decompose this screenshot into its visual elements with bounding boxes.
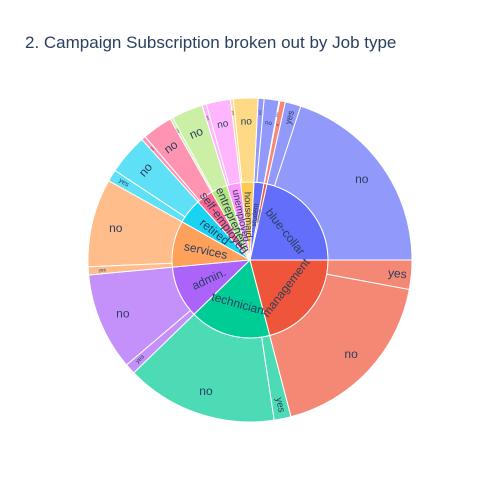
label-unknown-yes: yes xyxy=(274,111,279,117)
label-student-yes: yes xyxy=(258,109,262,115)
label-student-no: no xyxy=(265,119,273,127)
label-services-yes: yes xyxy=(99,267,107,273)
slice-blue-collar-no[interactable] xyxy=(273,105,413,261)
label-unknown: unknown xyxy=(256,208,263,223)
label-admin-yes: yes xyxy=(135,354,146,365)
label-blue-collar-yes: yes xyxy=(283,109,296,126)
label-housemaid: housemaid xyxy=(243,192,255,238)
label-student: student xyxy=(250,203,261,227)
slice-management-yes[interactable] xyxy=(326,259,413,291)
label-housemaid-yes: yes xyxy=(231,110,236,116)
chart-title: 2. Campaign Subscription broken out by J… xyxy=(25,33,397,52)
label-services-no: no xyxy=(109,221,123,235)
label-unemployed-no: no xyxy=(216,118,229,131)
label-admin-no: no xyxy=(116,307,130,321)
label-management-yes: yes xyxy=(387,266,407,282)
label-entrepreneur-yes: yes xyxy=(175,128,181,134)
label-housemaid-no: no xyxy=(241,116,253,127)
outer-ring xyxy=(87,97,413,423)
label-unemployed-yes: yes xyxy=(205,115,210,121)
label-unknown-no: no xyxy=(276,123,280,128)
label-self-employed-yes: yes xyxy=(150,145,156,152)
slice-management-no[interactable] xyxy=(269,273,410,418)
label-entrepreneur-no: no xyxy=(187,124,205,142)
label-blue-collar-no: no xyxy=(355,172,369,186)
label-management-no: no xyxy=(344,347,358,361)
label-technician-no: no xyxy=(199,384,213,398)
label-technician-yes: yes xyxy=(273,396,287,413)
label-retired-yes: yes xyxy=(117,177,130,189)
